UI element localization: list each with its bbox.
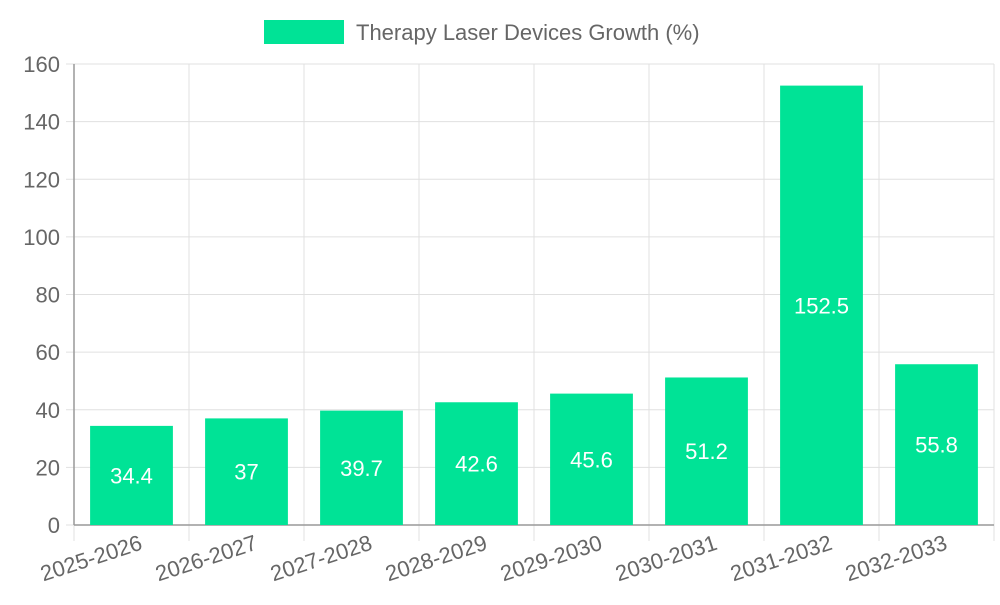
bar-value-label: 55.8 — [915, 433, 958, 458]
x-tick-label: 2032-2033 — [842, 530, 950, 586]
bar-value-label: 45.6 — [570, 447, 613, 472]
x-tick-label: 2031-2032 — [727, 530, 835, 586]
bar-value-label: 51.2 — [685, 439, 728, 464]
bar-value-label: 34.4 — [110, 463, 153, 488]
x-tick-label: 2027-2028 — [267, 530, 375, 586]
x-tick-label: 2025-2026 — [37, 530, 145, 586]
bar-value-label: 39.7 — [340, 456, 383, 481]
y-tick-label: 80 — [36, 283, 60, 308]
bar[interactable] — [780, 85, 863, 525]
legend-label: Therapy Laser Devices Growth (%) — [356, 20, 700, 45]
bar[interactable] — [435, 402, 518, 525]
bar[interactable] — [205, 418, 288, 525]
bars — [90, 85, 978, 525]
x-tick-label: 2026-2027 — [152, 530, 260, 586]
y-tick-label: 140 — [23, 110, 60, 135]
y-tick-label: 160 — [23, 52, 60, 77]
legend-swatch — [264, 20, 344, 44]
y-tick-label: 0 — [48, 513, 60, 538]
y-tick-label: 20 — [36, 455, 60, 480]
y-tick-label: 60 — [36, 340, 60, 365]
legend[interactable]: Therapy Laser Devices Growth (%) — [264, 20, 700, 45]
data-labels: 34.4 37 39.7 42.6 45.6 51.2 152.5 55.8 — [110, 293, 958, 488]
y-tick-label: 100 — [23, 225, 60, 250]
x-tick-label: 2029-2030 — [497, 530, 605, 586]
bar[interactable] — [90, 425, 173, 525]
y-tick-label: 120 — [23, 167, 60, 192]
grid — [73, 63, 995, 541]
bar-value-label: 152.5 — [794, 293, 849, 318]
x-tick-label: 2028-2029 — [382, 530, 490, 586]
y-tick-label: 40 — [36, 398, 60, 423]
bar[interactable] — [550, 393, 633, 525]
bar-value-label: 42.6 — [455, 452, 498, 477]
bar-value-label: 37 — [234, 460, 258, 485]
bar[interactable] — [665, 377, 748, 525]
bar[interactable] — [320, 410, 403, 525]
bar[interactable] — [895, 364, 978, 525]
x-tick-label: 2030-2031 — [612, 530, 720, 586]
